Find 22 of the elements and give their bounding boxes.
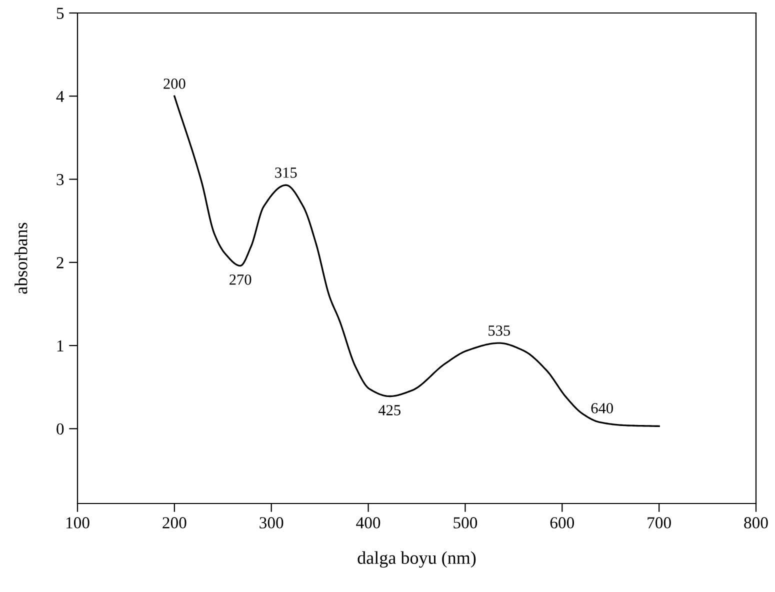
x-tick-label: 100 [66,517,90,528]
x-tick-label: 400 [356,517,380,528]
x-tick-label: 600 [550,517,574,528]
x-tick-label: 200 [162,517,186,528]
y-tick-label: 4 [56,90,64,102]
y-tick-label: 5 [56,8,64,19]
x-axis-title: dalga boyu (nm) [358,551,476,568]
y-tick-label: 2 [56,257,64,268]
y-axis-title: absorbans [14,222,28,294]
annotation: 425 [378,405,400,416]
y-tick-label: 0 [56,423,64,435]
x-tick-label: 500 [454,517,478,528]
x-tick-label: 700 [648,517,671,528]
annotation: 535 [488,326,510,336]
y-tick-label: 3 [56,174,64,186]
annotation: 200 [164,78,186,89]
x-tick-label: 800 [744,517,768,528]
y-tick-label: 1 [57,340,64,352]
annotation: 270 [230,274,252,285]
annotation: 640 [591,403,613,414]
annotation: 315 [275,168,297,178]
x-tick-label: 300 [260,517,284,528]
